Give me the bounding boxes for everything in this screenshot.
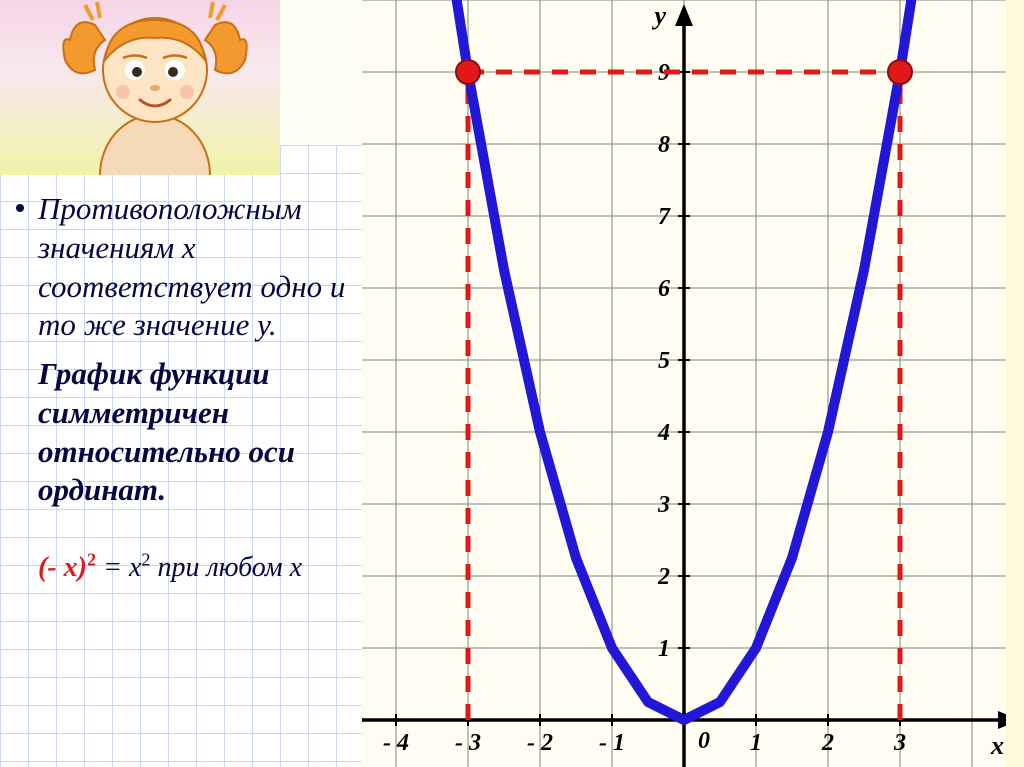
- svg-text:1: 1: [658, 636, 670, 662]
- svg-text:- 4: - 4: [383, 730, 409, 756]
- formula-lhs: (- х)2: [38, 552, 96, 583]
- cartoon-girl-illustration: [55, 0, 255, 175]
- para2-text: График функции симметричен относительно …: [38, 356, 295, 507]
- svg-text:3: 3: [657, 492, 670, 518]
- svg-text:5: 5: [658, 348, 670, 374]
- svg-text:7: 7: [658, 204, 671, 230]
- formula-rhs: = х2 при любом х: [96, 552, 302, 583]
- svg-text:- 3: - 3: [455, 730, 481, 756]
- explanation-text-block: Противоположным значениям х соответствуе…: [12, 190, 362, 584]
- formula-line: (- х)2 = х2 при любом х: [12, 550, 362, 584]
- svg-text:2: 2: [657, 564, 670, 590]
- photo-background: [0, 0, 280, 175]
- svg-text:3: 3: [893, 730, 906, 756]
- svg-text:- 2: - 2: [527, 730, 553, 756]
- right-margin-strip: [1006, 0, 1024, 767]
- left-panel: Противоположным значениям х соответствуе…: [0, 0, 365, 767]
- para-symmetry: График функции симметричен относительно …: [12, 355, 362, 510]
- svg-text:x: x: [990, 731, 1004, 760]
- svg-text:8: 8: [658, 132, 670, 158]
- svg-text:- 1: - 1: [599, 730, 625, 756]
- svg-text:4: 4: [657, 420, 670, 446]
- svg-text:1: 1: [750, 730, 762, 756]
- svg-text:y: y: [651, 1, 666, 30]
- svg-text:0: 0: [698, 728, 710, 754]
- parabola-chart: - 4- 3- 2- 11230123456789xy: [362, 0, 1024, 767]
- bullet-icon: [16, 204, 24, 212]
- para-opposite-values: Противоположным значениям х соответствуе…: [12, 190, 362, 345]
- para1-text: Противоположным значениям х соответствуе…: [38, 191, 345, 342]
- chart-panel: - 4- 3- 2- 11230123456789xy: [362, 0, 1024, 767]
- svg-text:2: 2: [821, 730, 834, 756]
- svg-text:6: 6: [658, 276, 670, 302]
